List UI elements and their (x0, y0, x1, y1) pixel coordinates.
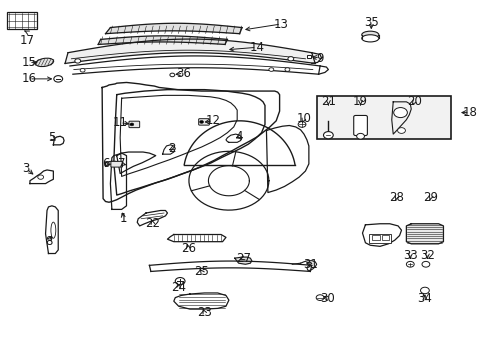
FancyBboxPatch shape (111, 161, 122, 167)
Polygon shape (105, 23, 242, 34)
Ellipse shape (361, 31, 378, 39)
Circle shape (80, 68, 85, 72)
Circle shape (169, 73, 174, 77)
Text: 36: 36 (176, 67, 191, 80)
Bar (371, 235, 379, 240)
Ellipse shape (51, 222, 56, 238)
Circle shape (420, 287, 428, 294)
FancyBboxPatch shape (198, 119, 209, 125)
Text: 13: 13 (273, 18, 288, 31)
Text: 29: 29 (423, 191, 437, 204)
Ellipse shape (361, 35, 378, 42)
Circle shape (175, 278, 184, 285)
Text: 32: 32 (419, 249, 434, 262)
Circle shape (54, 76, 62, 82)
Text: 22: 22 (145, 217, 160, 230)
Polygon shape (406, 224, 443, 244)
Text: 16: 16 (21, 72, 37, 85)
Polygon shape (98, 36, 227, 44)
Text: 1: 1 (120, 212, 127, 225)
Text: 21: 21 (320, 95, 335, 108)
Polygon shape (65, 39, 321, 63)
Text: 26: 26 (181, 242, 196, 255)
Text: 5: 5 (48, 131, 56, 144)
Text: 31: 31 (302, 258, 317, 271)
Circle shape (323, 132, 332, 139)
Text: 34: 34 (417, 292, 431, 305)
Text: 30: 30 (319, 292, 334, 305)
Circle shape (199, 121, 203, 123)
Text: 18: 18 (461, 106, 476, 119)
Circle shape (316, 295, 324, 301)
Text: 17: 17 (20, 34, 35, 47)
Circle shape (268, 68, 273, 71)
Text: 12: 12 (205, 114, 220, 127)
Text: 27: 27 (236, 252, 250, 265)
Circle shape (130, 123, 134, 126)
Text: 19: 19 (352, 95, 367, 108)
Text: 11: 11 (112, 116, 127, 129)
Text: 7: 7 (118, 157, 125, 170)
Bar (381, 235, 388, 240)
Text: 8: 8 (45, 235, 52, 248)
Text: 9: 9 (316, 51, 323, 64)
Circle shape (75, 59, 81, 63)
FancyBboxPatch shape (129, 121, 140, 128)
Text: 3: 3 (22, 162, 30, 175)
Bar (368, 234, 390, 243)
Circle shape (287, 57, 293, 61)
Text: 14: 14 (249, 41, 264, 54)
Circle shape (397, 128, 405, 134)
FancyBboxPatch shape (353, 116, 366, 135)
Text: 2: 2 (168, 142, 176, 155)
Text: 33: 33 (402, 249, 417, 262)
Text: 15: 15 (21, 56, 36, 69)
Text: 24: 24 (171, 281, 186, 294)
Circle shape (356, 134, 364, 139)
Text: 23: 23 (197, 306, 211, 319)
Text: 25: 25 (194, 265, 208, 278)
Ellipse shape (36, 58, 54, 67)
Text: 20: 20 (406, 95, 421, 108)
Text: 4: 4 (235, 130, 243, 144)
Polygon shape (234, 257, 251, 264)
Text: 28: 28 (388, 191, 403, 204)
Bar (6, 12, 37, 30)
Circle shape (298, 122, 305, 127)
Circle shape (285, 68, 289, 71)
Circle shape (38, 175, 43, 179)
Text: 6: 6 (102, 157, 109, 170)
Circle shape (421, 261, 429, 267)
Bar (316, 96, 450, 139)
Text: 35: 35 (363, 16, 378, 29)
Bar (306, 55, 310, 58)
Text: 10: 10 (296, 112, 311, 125)
Circle shape (393, 108, 407, 118)
Circle shape (406, 261, 413, 267)
